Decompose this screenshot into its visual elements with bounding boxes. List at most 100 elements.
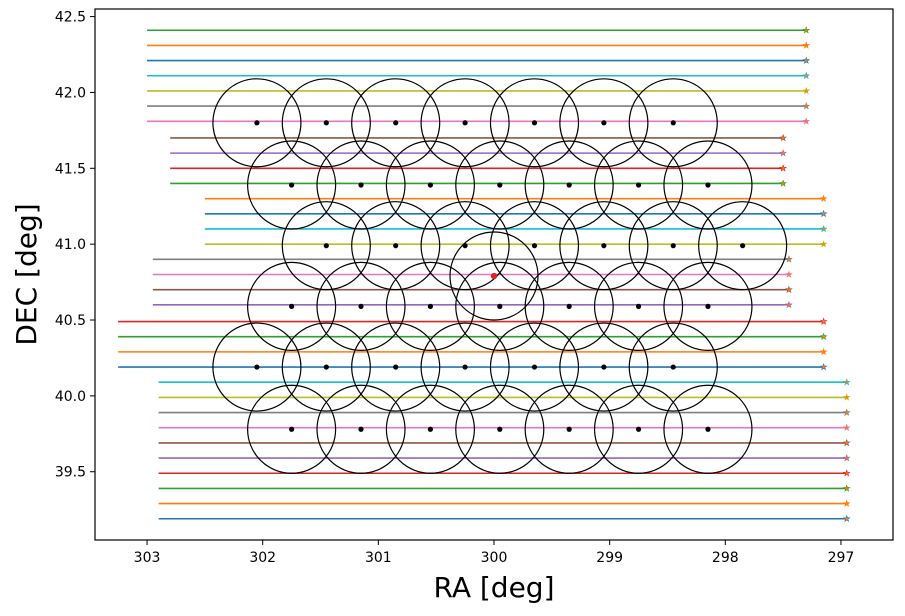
- pointing-circle: [247, 140, 337, 230]
- scan-end-star-marker: [785, 285, 793, 293]
- pointing-circle: [593, 261, 684, 351]
- pointing-center-dot: [462, 120, 468, 126]
- scan-end-star-marker: [802, 117, 811, 125]
- scan-lines: [118, 26, 851, 523]
- pointing-circle: [559, 201, 649, 291]
- pointing-circle: [385, 140, 475, 230]
- y-axis-label: DEC [deg]: [10, 203, 43, 345]
- pointing-center-dot: [497, 182, 503, 188]
- pointing-center-dot: [393, 243, 399, 249]
- scan-end-star-marker: [842, 438, 851, 447]
- pointing-center-dot: [635, 426, 642, 432]
- center-pointing-circle: [449, 231, 539, 321]
- pointing-center-dot: [497, 303, 503, 309]
- pointing-circle: [455, 140, 545, 230]
- pointing-circle: [489, 78, 580, 168]
- pointing-circle: [212, 78, 302, 168]
- pointing-center-dot: [462, 364, 468, 370]
- scan-end-star-marker: [779, 133, 788, 142]
- pointing-circle: [524, 384, 614, 474]
- scan-end-star-marker: [842, 453, 851, 462]
- pointing-circle: [351, 322, 441, 412]
- pointing-circle: [489, 322, 580, 412]
- scan-end-star-marker: [842, 378, 851, 386]
- scan-end-star-marker: [802, 71, 811, 80]
- pointing-center-dot: [323, 364, 329, 370]
- pointing-circle: [559, 322, 649, 412]
- pointing-circle: [455, 261, 545, 351]
- pointing-center-dot: [427, 426, 433, 432]
- x-tick-label: 301: [365, 550, 392, 566]
- pointing-circle: [559, 78, 649, 168]
- pointing-center-dot: [289, 182, 295, 188]
- x-tick-label: 302: [249, 550, 276, 566]
- y-tick-label: 40.5: [55, 313, 86, 329]
- pointing-center-dot: [705, 182, 711, 188]
- scan-end-star-marker: [842, 469, 851, 477]
- pointing-center-dot: [323, 120, 329, 126]
- pointing-circle: [698, 201, 788, 291]
- scan-end-star-marker: [819, 332, 828, 341]
- scan-end-star-marker: [785, 270, 793, 278]
- pointing-center-dot: [705, 426, 711, 432]
- pointing-circle: [247, 384, 337, 474]
- scan-end-star-marker: [842, 393, 851, 401]
- scan-end-star-marker: [779, 149, 788, 157]
- scan-end-star-marker: [785, 255, 793, 263]
- pointing-center-dot: [462, 243, 468, 249]
- pointing-center-dot: [635, 182, 642, 188]
- x-tick-label: 298: [712, 550, 739, 566]
- center-marker-dot: [490, 272, 498, 280]
- x-tick-label: 303: [134, 550, 161, 566]
- pointing-center-dot: [566, 303, 572, 309]
- pointing-centers: [254, 120, 746, 432]
- scan-end-star-marker: [802, 56, 811, 64]
- pointing-center-dot: [740, 243, 746, 249]
- pointing-circle: [420, 78, 510, 168]
- scan-end-star-marker: [842, 484, 851, 492]
- y-tick-label: 40.0: [55, 389, 86, 405]
- pointing-circle: [628, 78, 718, 168]
- pointing-center-dot: [566, 182, 572, 188]
- pointing-center-dot: [254, 364, 260, 370]
- pointing-center-dot: [531, 243, 538, 249]
- pointing-circle: [385, 261, 475, 351]
- scan-end-star-marker: [802, 101, 811, 110]
- scan-end-star-marker: [842, 499, 851, 507]
- pointing-center-dot: [670, 120, 676, 126]
- y-axis-ticks: 39.5 40.0 40.5 41.0 41.5 42.0 42.5: [55, 10, 95, 481]
- x-tick-label: 300: [481, 550, 508, 566]
- pointing-circle: [385, 384, 475, 474]
- scan-end-star-marker: [819, 224, 828, 233]
- pointing-center-dot: [601, 364, 607, 370]
- scan-end-star-marker: [842, 423, 851, 432]
- pointing-circles: [212, 78, 788, 474]
- pointing-center-dot: [358, 303, 364, 309]
- pointing-circle: [247, 261, 337, 351]
- pointing-circle: [593, 140, 684, 230]
- scan-end-star-marker: [842, 514, 851, 523]
- scan-end-star-marker: [819, 317, 828, 325]
- pointing-center-dot: [601, 120, 607, 126]
- scan-end-star-marker: [785, 300, 793, 309]
- x-tick-label: 299: [596, 550, 623, 566]
- pointing-circle: [281, 78, 371, 168]
- pointing-center-dot: [393, 120, 399, 126]
- pointing-center-dot: [427, 182, 433, 188]
- pointing-circle: [316, 261, 406, 351]
- pointing-center-dot: [670, 364, 676, 370]
- y-tick-label: 41.0: [55, 237, 86, 253]
- pointing-circle: [420, 201, 510, 291]
- pointing-center-dot: [601, 243, 607, 249]
- pointing-center-dot: [531, 120, 538, 126]
- pointing-center-dot: [497, 426, 503, 432]
- pointing-circle: [281, 201, 371, 291]
- pointing-circle: [663, 384, 753, 474]
- pointing-circle: [489, 201, 580, 291]
- pointing-center-dot: [358, 426, 364, 432]
- pointing-circle: [212, 322, 302, 412]
- y-tick-label: 42.0: [55, 85, 86, 101]
- pointing-center-dot: [393, 364, 399, 370]
- scan-end-star-marker: [779, 179, 788, 187]
